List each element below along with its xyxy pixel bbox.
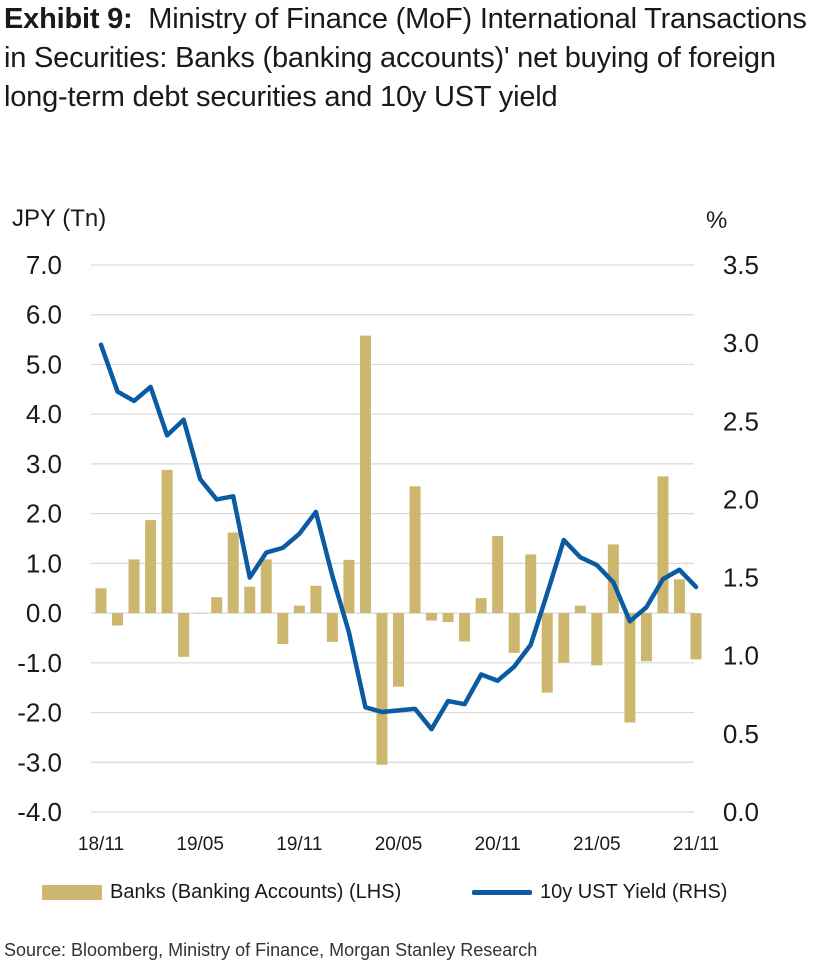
left-tick-label: 6.0 [26, 300, 62, 330]
left-tick-label: 5.0 [26, 349, 62, 379]
x-tick-label: 21/11 [673, 834, 719, 855]
line-series [98, 342, 699, 732]
bar [343, 559, 355, 614]
bar [194, 613, 206, 614]
left-axis-ticks: 7.0 6.0 5.0 4.0 3.0 2.0 1.0 0.0 -1.0 -2.0 -3.0 -4.0 [17, 250, 62, 827]
bar [508, 613, 520, 653]
bar [426, 613, 438, 621]
x-tick-label: 21/05 [573, 834, 621, 855]
bar [591, 613, 603, 666]
bar [492, 536, 504, 614]
bar [690, 613, 702, 660]
title-text: Ministry of Finance (MoF) International … [4, 3, 807, 113]
left-tick-label: 0.0 [26, 598, 62, 628]
source-note: Source: Bloomberg, Ministry of Finance, … [4, 940, 538, 960]
legend-label-banks: Banks (Banking Accounts) (LHS) [110, 881, 402, 903]
gridlines [91, 264, 694, 813]
bar [310, 585, 322, 614]
right-axis-ticks: 3.5 3.0 2.5 2.0 1.5 1.0 0.5 0.0 [723, 250, 759, 827]
bar [541, 613, 553, 693]
bar [409, 486, 421, 614]
bar [624, 613, 636, 723]
bar [293, 605, 305, 614]
right-tick-label: 3.0 [723, 328, 759, 358]
bar [673, 579, 685, 614]
legend-bar-swatch [42, 885, 102, 901]
title-exhibit-label: Exhibit 9: [4, 3, 133, 35]
bar [178, 613, 190, 657]
right-tick-label: 2.5 [723, 406, 759, 436]
bar [95, 588, 107, 614]
bar [260, 559, 272, 614]
bar [227, 532, 239, 614]
bar [112, 613, 124, 626]
right-tick-label: 0.0 [723, 797, 759, 827]
bar [376, 613, 388, 765]
right-tick-label: 1.0 [723, 641, 759, 671]
legend-line-swatch [472, 890, 532, 896]
legend-item-ust: 10y UST Yield (RHS) [472, 880, 727, 904]
bar [574, 605, 586, 614]
bar [657, 476, 669, 614]
x-tick-label: 20/11 [475, 834, 521, 855]
left-tick-label: -1.0 [17, 648, 62, 678]
right-tick-label: 3.5 [723, 250, 759, 280]
left-axis-label: JPY (Tn) [12, 205, 106, 232]
chart-title: Exhibit 9: Ministry of Finance (MoF) Int… [4, 0, 810, 117]
left-tick-label: 1.0 [26, 548, 62, 578]
bar [459, 613, 471, 642]
left-tick-label: 4.0 [26, 399, 62, 429]
left-tick-label: 3.0 [26, 449, 62, 479]
right-tick-label: 0.5 [723, 719, 759, 749]
left-tick-label: 7.0 [26, 250, 62, 280]
bar [326, 613, 338, 642]
bar [558, 613, 570, 663]
bar-series [95, 335, 702, 765]
bar [211, 597, 223, 614]
left-tick-label: 2.0 [26, 499, 62, 529]
bar [145, 520, 157, 614]
bar [475, 598, 487, 614]
bar [442, 613, 454, 623]
combo-chart: JPY (Tn) % 7.0 6.0 5.0 4.0 3.0 2.0 1.0 0.0 -1.0 -… [12, 205, 759, 855]
ust-yield-line [98, 342, 699, 732]
left-tick-label: -3.0 [17, 747, 62, 777]
bar [161, 469, 173, 614]
bar [277, 613, 289, 644]
left-tick-label: -4.0 [17, 797, 62, 827]
right-axis-label: % [706, 207, 727, 234]
right-tick-label: 2.0 [723, 484, 759, 514]
x-tick-label: 20/05 [375, 834, 423, 855]
x-tick-label: 18/11 [78, 834, 124, 855]
bar [640, 613, 652, 662]
left-tick-label: -2.0 [17, 698, 62, 728]
x-axis-ticks: 18/11 19/05 19/11 20/05 20/11 21/05 21/11 [78, 834, 719, 855]
bar [525, 554, 537, 614]
x-tick-label: 19/05 [176, 834, 224, 855]
legend-label-ust: 10y UST Yield (RHS) [540, 881, 728, 903]
x-tick-label: 19/11 [276, 834, 322, 855]
bar [393, 613, 404, 687]
legend-item-banks: Banks (Banking Accounts) (LHS) [42, 880, 401, 904]
bar [607, 544, 619, 614]
bar [359, 335, 371, 614]
bar [128, 559, 140, 614]
bar [244, 586, 256, 614]
right-tick-label: 1.5 [723, 563, 759, 593]
